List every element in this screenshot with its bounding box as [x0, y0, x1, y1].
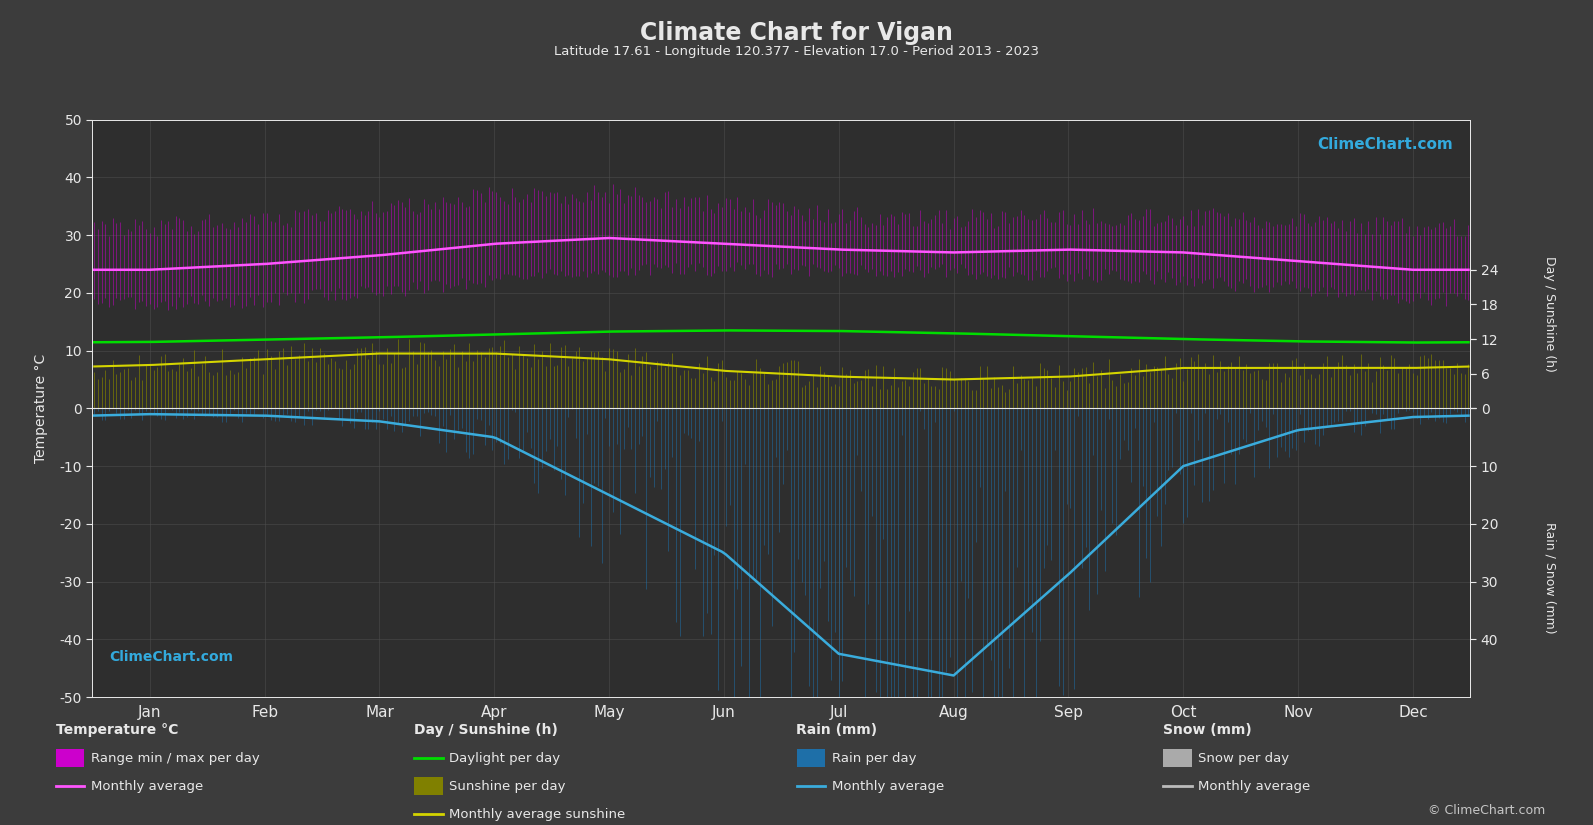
Text: Day / Sunshine (h): Day / Sunshine (h)	[414, 724, 558, 737]
Text: © ClimeChart.com: © ClimeChart.com	[1427, 804, 1545, 817]
Text: Daylight per day: Daylight per day	[449, 752, 561, 765]
Text: Rain per day: Rain per day	[832, 752, 916, 765]
Text: Climate Chart for Vigan: Climate Chart for Vigan	[640, 21, 953, 45]
Text: Temperature °C: Temperature °C	[56, 724, 178, 737]
Text: Range min / max per day: Range min / max per day	[91, 752, 260, 765]
Text: Monthly average sunshine: Monthly average sunshine	[449, 808, 626, 821]
Text: Latitude 17.61 - Longitude 120.377 - Elevation 17.0 - Period 2013 - 2023: Latitude 17.61 - Longitude 120.377 - Ele…	[554, 45, 1039, 59]
Text: ClimeChart.com: ClimeChart.com	[1317, 137, 1453, 152]
Text: Monthly average: Monthly average	[1198, 780, 1309, 793]
Text: Snow (mm): Snow (mm)	[1163, 724, 1252, 737]
Text: Rain (mm): Rain (mm)	[796, 724, 878, 737]
Text: Monthly average: Monthly average	[91, 780, 202, 793]
Text: Monthly average: Monthly average	[832, 780, 943, 793]
Y-axis label: Temperature °C: Temperature °C	[35, 354, 48, 463]
Text: Snow per day: Snow per day	[1198, 752, 1289, 765]
Text: Sunshine per day: Sunshine per day	[449, 780, 566, 793]
Text: Rain / Snow (mm): Rain / Snow (mm)	[1544, 521, 1556, 634]
Text: ClimeChart.com: ClimeChart.com	[110, 650, 234, 663]
Text: Day / Sunshine (h): Day / Sunshine (h)	[1544, 256, 1556, 371]
